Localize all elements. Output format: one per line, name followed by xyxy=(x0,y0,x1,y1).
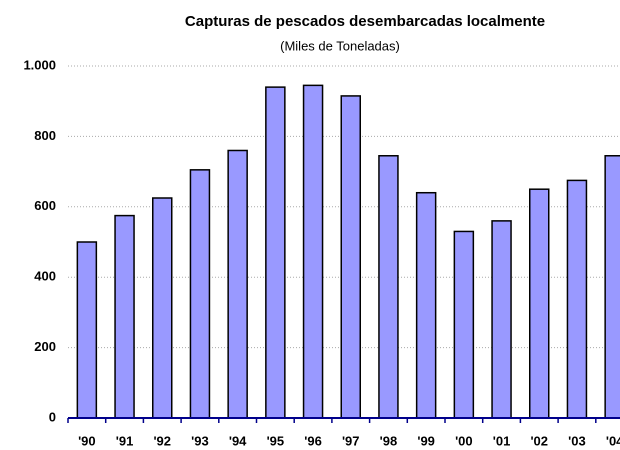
y-tick-label: 800 xyxy=(34,128,56,143)
bar xyxy=(265,86,286,419)
x-tick-label: '97 xyxy=(342,433,360,448)
bar xyxy=(529,188,550,419)
bar xyxy=(227,149,248,419)
y-tick-label: 400 xyxy=(34,269,56,284)
y-tick-label: 0 xyxy=(49,409,56,424)
x-tick-label: '94 xyxy=(229,433,247,448)
chart-subtitle: (Miles de Toneladas) xyxy=(280,38,400,53)
x-tick-label: '03 xyxy=(568,433,586,448)
bar xyxy=(76,241,98,419)
x-tick-label: '92 xyxy=(153,433,171,448)
x-tick-label: '02 xyxy=(530,433,548,448)
bar xyxy=(604,155,620,419)
bar xyxy=(189,169,211,419)
x-tick-label: '98 xyxy=(380,433,398,448)
x-tick-label: '00 xyxy=(455,433,473,448)
bar xyxy=(114,214,135,419)
bar xyxy=(340,95,361,419)
y-tick-label: 600 xyxy=(34,198,56,213)
x-tick-label: '96 xyxy=(304,433,322,448)
x-tick-label: '91 xyxy=(116,433,134,448)
bar xyxy=(378,155,399,419)
bar xyxy=(491,220,512,419)
bar xyxy=(453,230,475,419)
bar xyxy=(566,179,588,419)
bar xyxy=(415,191,437,419)
chart-title: Capturas de pescados desembarcadas local… xyxy=(185,13,545,30)
x-tick-label: '04 xyxy=(606,433,620,448)
bar xyxy=(302,84,324,419)
x-tick-label: '01 xyxy=(493,433,511,448)
x-tick-label: '93 xyxy=(191,433,209,448)
x-tick-label: '90 xyxy=(78,433,96,448)
x-tick-label: '99 xyxy=(417,433,435,448)
bar xyxy=(152,197,173,419)
y-tick-label: 1.000 xyxy=(23,57,56,72)
y-tick-label: 200 xyxy=(34,339,56,354)
x-tick-label: '95 xyxy=(267,433,285,448)
